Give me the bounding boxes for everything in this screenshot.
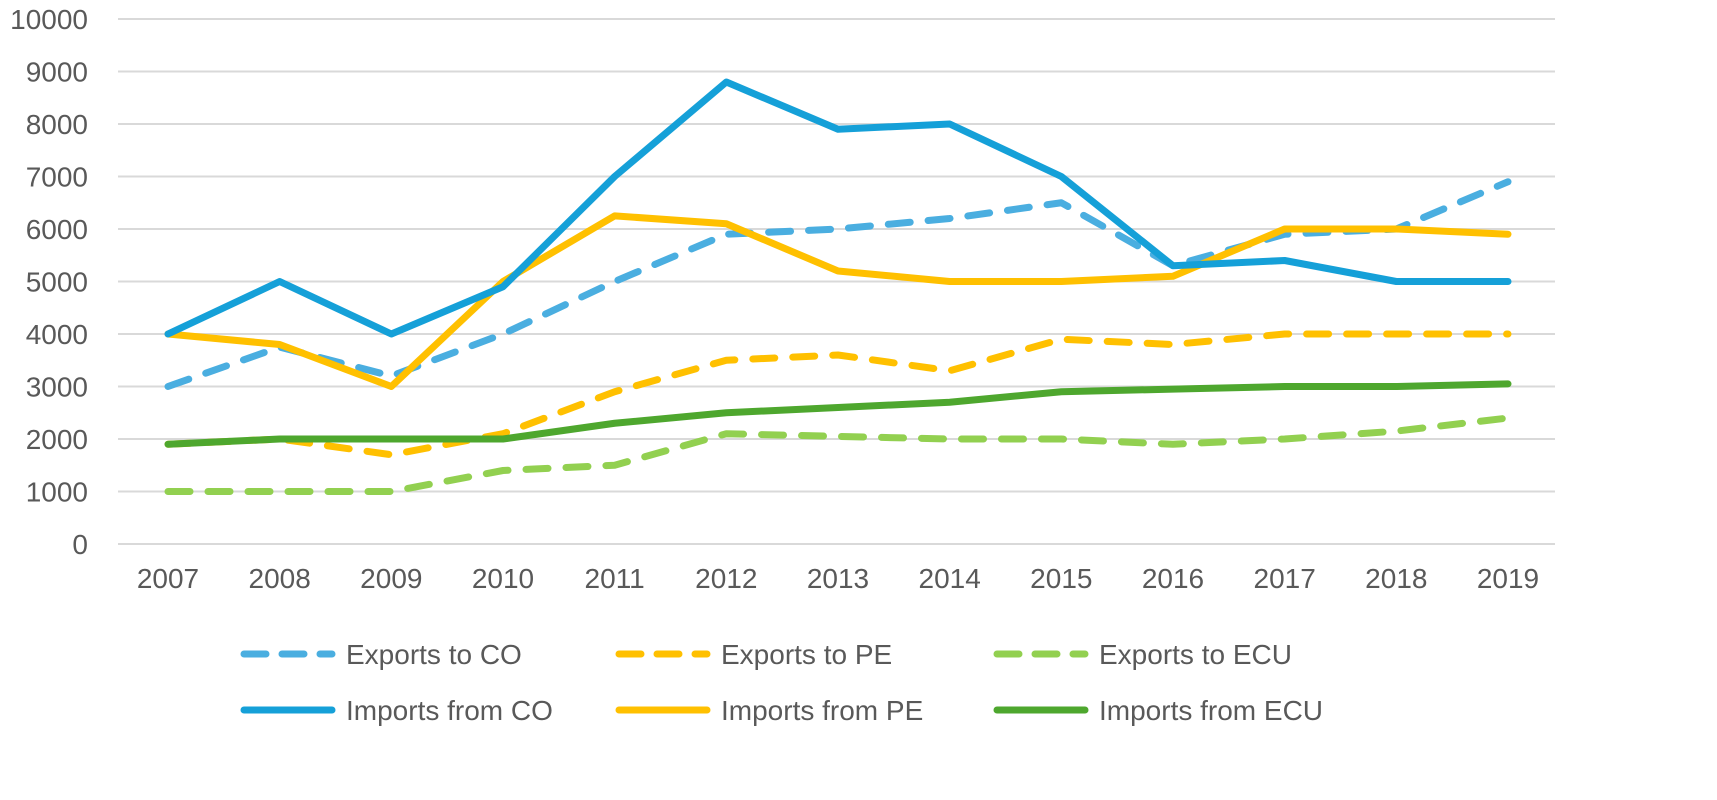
y-tick-label: 2000 xyxy=(26,424,88,455)
x-tick-label: 2008 xyxy=(249,563,311,594)
legend-label: Exports to ECU xyxy=(1099,639,1292,670)
x-tick-label: 2012 xyxy=(695,563,757,594)
legend-item: Exports to CO xyxy=(240,639,522,670)
legend-label: Exports to CO xyxy=(346,639,522,670)
legend-label: Exports to PE xyxy=(721,639,892,670)
legend-label: Imports from CO xyxy=(346,695,553,726)
x-tick-label: 2018 xyxy=(1365,563,1427,594)
legend-item: Imports from ECU xyxy=(993,695,1323,726)
y-tick-label: 9000 xyxy=(26,57,88,88)
y-tick-label: 5000 xyxy=(26,267,88,298)
series-line-exports-to-ecu xyxy=(164,414,1512,495)
x-tick-label: 2013 xyxy=(807,563,869,594)
x-tick-label: 2017 xyxy=(1254,563,1316,594)
series-line-imports-from-co xyxy=(164,78,1512,338)
x-tick-label: 2015 xyxy=(1030,563,1092,594)
y-tick-label: 3000 xyxy=(26,372,88,403)
legend-label: Imports from ECU xyxy=(1099,695,1323,726)
legend-item: Exports to PE xyxy=(615,639,892,670)
series-line-exports-to-pe xyxy=(164,330,1512,459)
series-line-imports-from-pe xyxy=(164,212,1512,390)
y-tick-label: 1000 xyxy=(26,477,88,508)
y-tick-label: 10000 xyxy=(10,4,88,35)
x-tick-label: 2016 xyxy=(1142,563,1204,594)
y-tick-label: 4000 xyxy=(26,319,88,350)
legend-item: Imports from CO xyxy=(240,695,553,726)
x-tick-label: 2019 xyxy=(1477,563,1539,594)
y-tick-label: 8000 xyxy=(26,109,88,140)
y-tick-label: 7000 xyxy=(26,162,88,193)
series-line-imports-from-ecu xyxy=(164,380,1512,448)
y-tick-label: 0 xyxy=(72,529,88,560)
x-tick-label: 2010 xyxy=(472,563,534,594)
x-tick-label: 2007 xyxy=(137,563,199,594)
x-tick-label: 2014 xyxy=(919,563,981,594)
legend-item: Exports to ECU xyxy=(993,639,1292,670)
x-tick-label: 2009 xyxy=(360,563,422,594)
legend-label: Imports from PE xyxy=(721,695,923,726)
series-line-exports-to-co xyxy=(164,178,1512,390)
x-tick-label: 2011 xyxy=(585,563,645,594)
y-tick-label: 6000 xyxy=(26,214,88,245)
legend-item: Imports from PE xyxy=(615,695,923,726)
